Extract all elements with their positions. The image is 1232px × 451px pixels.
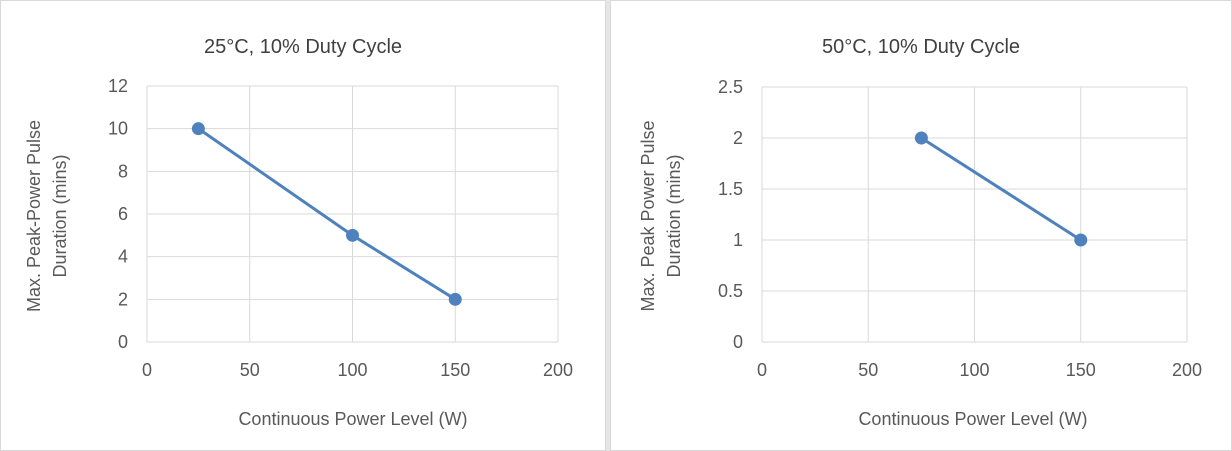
chart-right-svg: 50°C, 10% Duty Cycle Continuous Power Le… [638, 36, 1202, 429]
chart-title: 50°C, 10% Duty Cycle [822, 36, 1020, 58]
y-axis-label-line-2: Duration (mins) [664, 154, 684, 277]
y-tick-label: 8 [118, 161, 128, 181]
x-axis-label: Continuous Power Level (W) [858, 409, 1087, 429]
x-tick-label: 200 [1172, 360, 1202, 380]
y-tick-label: 12 [108, 76, 128, 96]
data-point [448, 292, 462, 306]
data-point [191, 122, 205, 136]
y-tick-label: 10 [108, 119, 128, 139]
y-tick-label: 2 [118, 289, 128, 309]
data-point [346, 228, 359, 242]
x-tick-label: 50 [858, 360, 878, 380]
y-axis-label: Max. Peak-Power Pulse Duration (mins) [24, 120, 70, 312]
series-line [920, 136, 1082, 242]
chart-left-svg: 25°C, 10% Duty Cycle Continuous Power Le… [24, 36, 573, 429]
chart-panel-right: 50°C, 10% Duty Cycle Continuous Power Le… [610, 0, 1232, 451]
y-axis-label: Max. Peak Power Pulse Duration (mins) [638, 120, 684, 311]
chart-panel-left: 25°C, 10% Duty Cycle Continuous Power Le… [0, 0, 606, 451]
x-tick-label: 50 [240, 360, 260, 380]
x-tick-label: 100 [337, 360, 367, 380]
y-tick-label: 1.5 [718, 179, 743, 199]
y-tick-label: 1 [733, 230, 743, 250]
x-tick-label: 150 [440, 360, 470, 380]
x-tick-label: 0 [757, 360, 767, 380]
y-axis-label-line-2: Duration (mins) [50, 154, 70, 277]
panel-divider [606, 0, 610, 451]
plot-area: 0 50 100 150 200 0 2 4 6 8 10 12 [108, 76, 573, 380]
x-axis-label: Continuous Power Level (W) [238, 409, 467, 429]
data-point [914, 131, 928, 145]
y-tick-label: 2 [733, 128, 743, 148]
plot-area: 0 50 100 150 200 0 0.5 1 1.5 2 2.5 [718, 77, 1202, 380]
x-tick-label: 0 [142, 360, 152, 380]
y-axis-label-line-1: Max. Peak-Power Pulse [24, 120, 44, 312]
y-tick-label: 6 [118, 204, 128, 224]
y-tick-label: 0 [733, 332, 743, 352]
y-tick-label: 0 [118, 332, 128, 352]
data-point [1074, 233, 1088, 247]
y-axis-label-line-1: Max. Peak Power Pulse [638, 120, 658, 311]
x-tick-label: 100 [959, 360, 989, 380]
chart-title: 25°C, 10% Duty Cycle [204, 36, 402, 58]
y-tick-label: 2.5 [718, 77, 743, 97]
y-tick-label: 0.5 [718, 281, 743, 301]
x-tick-label: 200 [543, 360, 573, 380]
x-tick-label: 150 [1066, 360, 1096, 380]
y-tick-label: 4 [118, 247, 128, 267]
